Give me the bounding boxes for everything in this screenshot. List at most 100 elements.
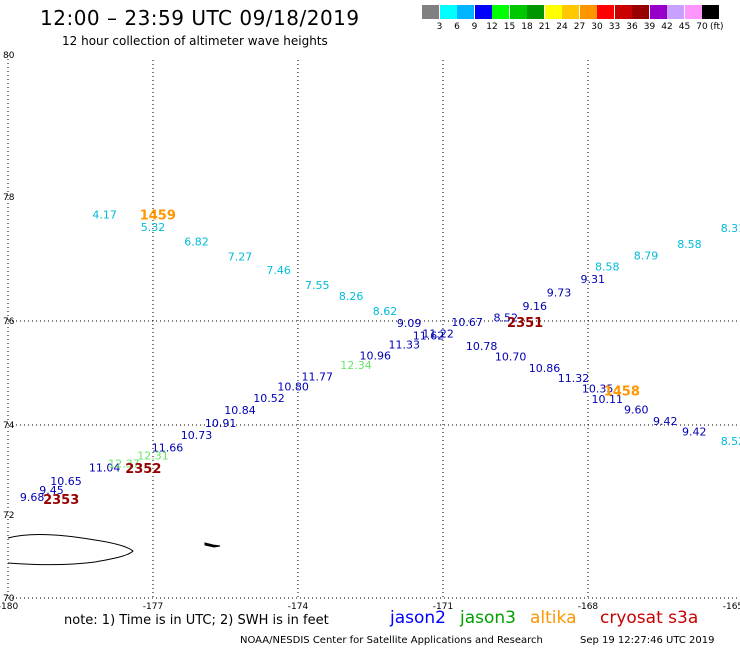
colorbar-label: 6 <box>454 22 460 32</box>
colorbar-label: 15 <box>503 22 516 32</box>
wave-height-value: 9.60 <box>624 403 649 416</box>
colorbar-label: 9 <box>471 22 478 32</box>
wave-height-value: 10.84 <box>224 404 256 417</box>
wave-height-value: 6.82 <box>184 236 209 249</box>
colorbar-label: 18 <box>521 22 533 32</box>
pass-time-label: 2352 <box>125 462 161 477</box>
wave-height-value: 8.79 <box>634 249 659 262</box>
legend-jason3: jason3 <box>460 608 516 628</box>
colorbar-swatch <box>422 5 439 19</box>
colorbar-swatch <box>544 5 562 19</box>
producer-credit: NOAA/NESDIS Center for Satellite Applica… <box>240 635 543 646</box>
wave-height-value: 12.31 <box>137 450 169 463</box>
colorbar-swatch <box>474 5 492 19</box>
wave-height-value: 9.16 <box>523 300 548 313</box>
latitude-label: 74 <box>3 421 15 431</box>
colorbar-label: 33 <box>608 22 621 32</box>
wave-height-value: 11.04 <box>89 461 121 474</box>
map-grid <box>7 55 740 599</box>
wave-height-value: 10.65 <box>50 475 82 488</box>
legend-cryosat-s3a: cryosat s3a <box>600 608 699 628</box>
wave-height-value: 10.11 <box>592 393 624 406</box>
wave-height-value: 8.58 <box>595 260 620 273</box>
wave-height-value: 10.52 <box>253 392 285 405</box>
colorbar-label: 24 <box>556 22 568 32</box>
wave-height-value: 10.86 <box>529 362 561 375</box>
latitude-label: 78 <box>3 193 15 203</box>
longitude-label: -177 <box>143 602 163 612</box>
colorbar-label: 42 <box>661 22 673 32</box>
latitude-label: 72 <box>3 511 14 521</box>
wave-height-value: 9.42 <box>682 425 707 438</box>
pass-time-label: 1458 <box>604 385 640 400</box>
latitude-label: 70 <box>3 594 15 604</box>
map-subtitle: 12 hour collection of altimeter wave hei… <box>62 34 328 48</box>
wave-height-value: 8.62 <box>373 305 398 318</box>
colorbar-swatch <box>579 5 597 19</box>
colorbar-label: 36 <box>626 22 638 32</box>
wave-height-value: 9.73 <box>547 286 572 299</box>
colorbar-label: 45 <box>678 22 691 32</box>
units-note: note: 1) Time is in UTC; 2) SWH is in fe… <box>64 613 329 628</box>
colorbar-swatch <box>492 5 509 19</box>
longitude-label: -180 <box>0 602 18 612</box>
colorbar-swatch <box>614 5 632 19</box>
wave-height-value: 7.27 <box>228 251 253 264</box>
wave-height-value: 11.22 <box>422 327 454 340</box>
wave-height-value: 4.17 <box>92 208 117 221</box>
wave-height-value: 8.26 <box>339 290 364 303</box>
pass-time-labels: 1459 1458 2351 2352 2353 <box>43 208 640 507</box>
wave-height-value: 10.67 <box>451 316 483 329</box>
wave-height-value: 10.80 <box>277 381 309 394</box>
wave-height-value: 9.42 <box>653 415 678 428</box>
colorbar-label: 27 <box>573 22 586 32</box>
wave-height-value: 11.32 <box>558 372 590 385</box>
longitude-label: -168 <box>578 602 599 612</box>
coastline-islet <box>204 542 221 548</box>
wave-height-value: 10.96 <box>360 349 392 362</box>
wave-height-tracks: 9.689.4510.6511.0411.6610.7310.9110.8410… <box>20 208 740 504</box>
wave-height-value: 8.52 <box>721 435 740 448</box>
latitude-label: 76 <box>3 317 15 327</box>
latitude-label: 80 <box>3 51 15 61</box>
longitude-label: -174 <box>288 602 309 612</box>
wave-height-value: 7.46 <box>266 264 291 277</box>
colorbar-swatch <box>527 5 544 19</box>
colorbar-swatch <box>702 5 719 19</box>
colorbar-swatch <box>667 5 684 19</box>
wave-height-value: 11.77 <box>302 371 334 384</box>
wave-height-value: 10.70 <box>495 350 527 363</box>
legend-jason2: jason2 <box>390 608 446 628</box>
colorbar-label: 3 <box>436 22 443 32</box>
colorbar-swatch <box>509 5 527 19</box>
colorbar-swatch <box>439 5 457 19</box>
wave-height-value: 9.31 <box>581 273 606 286</box>
colorbar-label: 30 <box>591 22 603 32</box>
wave-height-value: 10.78 <box>466 340 498 353</box>
wave-height-value: 12.34 <box>340 359 372 372</box>
colorbar-swatch <box>597 5 614 19</box>
pass-time-label: 2351 <box>507 316 543 331</box>
colorbar-label: 12 <box>486 22 498 32</box>
colorbar-swatch <box>457 5 474 19</box>
wave-height-value: 11.62 <box>413 330 445 343</box>
wave-height-value: 8.31 <box>721 222 740 235</box>
wave-height-value: 9.68 <box>20 491 45 504</box>
colorbar-swatch <box>684 5 702 19</box>
legend-altika: altika <box>530 608 577 628</box>
colorbar-swatch <box>632 5 649 19</box>
wave-height-value: 8.52 <box>494 311 519 324</box>
coastline-siberia <box>7 533 134 566</box>
wave-height-value: 10.91 <box>205 417 237 430</box>
colorbar-swatch <box>562 5 579 19</box>
wave-height-value: 9.45 <box>39 484 64 497</box>
longitude-label: -165 <box>723 602 740 612</box>
map-title: 12:00 – 23:59 UTC 09/18/2019 <box>40 6 360 30</box>
wave-height-value: 10.35 <box>582 383 614 396</box>
generated-timestamp: Sep 19 12:27:46 UTC 2019 <box>580 635 715 646</box>
wave-height-value: 8.58 <box>677 238 702 251</box>
wave-height-value: 9.09 <box>397 317 422 330</box>
colorbar-unit: (ft) <box>710 22 724 32</box>
axis-labels: 80 78 76 74 72 70-180 -177 -174 -171 -168 -165 <box>0 51 740 612</box>
